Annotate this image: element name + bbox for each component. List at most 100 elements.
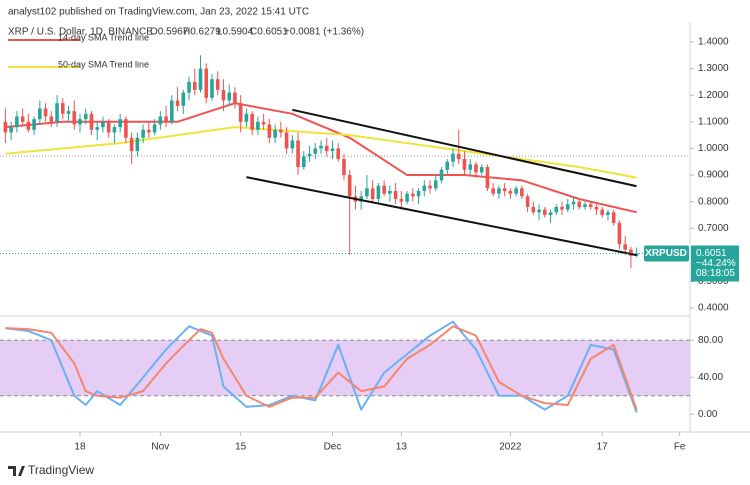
candle-body xyxy=(629,249,633,256)
candle-body xyxy=(565,204,570,210)
candle-body xyxy=(112,127,117,133)
legend-label: 14-day SMA Trend line xyxy=(58,32,149,42)
candle-body xyxy=(571,201,576,205)
candle-body xyxy=(296,140,300,168)
candle-body xyxy=(462,159,467,170)
candle-body xyxy=(273,129,277,138)
candle-body xyxy=(428,185,432,189)
candle-body xyxy=(26,121,31,130)
y-tick-label: 1.0000 xyxy=(698,143,729,154)
price-tag-price: 0.6051 xyxy=(696,248,727,259)
candle-body xyxy=(89,113,94,130)
candle-body xyxy=(66,111,71,114)
candle-body xyxy=(451,153,455,162)
candle-body xyxy=(560,206,564,210)
y-tick-label: 0.8000 xyxy=(698,196,729,207)
candle-body xyxy=(256,121,260,130)
x-tick-label: Nov xyxy=(151,442,169,453)
trend-line xyxy=(292,108,637,188)
x-tick-label: 18 xyxy=(74,442,86,453)
logo-icon xyxy=(8,466,25,476)
candle-body xyxy=(141,129,145,138)
candle-body xyxy=(101,121,105,128)
candle-body xyxy=(479,167,484,173)
candle-body xyxy=(399,198,404,202)
candle-body xyxy=(261,121,266,125)
candle-body xyxy=(215,79,220,90)
y-tick-label: 0.5000 xyxy=(698,276,729,287)
sma-line xyxy=(5,126,637,179)
candle-body xyxy=(124,119,128,138)
candle-body xyxy=(319,145,323,149)
candle-body xyxy=(623,244,627,250)
candle-body xyxy=(520,188,524,197)
candle-body xyxy=(347,175,352,197)
candle-body xyxy=(594,206,599,210)
candle-body xyxy=(525,196,530,207)
candle-body xyxy=(411,193,415,197)
candle-body xyxy=(192,81,197,90)
candle-body xyxy=(617,222,622,245)
candle-body xyxy=(78,119,82,125)
candle-body xyxy=(514,188,518,194)
candle-body xyxy=(583,204,587,207)
candle-body xyxy=(365,188,369,197)
ohlc-value: +0.0081 (+1.36%) xyxy=(284,27,364,38)
candle-body xyxy=(118,119,122,128)
candle-body xyxy=(129,137,134,152)
candle-body xyxy=(72,111,77,125)
y-tick-label: 1.1000 xyxy=(698,116,729,127)
candle-body xyxy=(388,190,392,194)
candle-body xyxy=(393,190,398,199)
candle-body xyxy=(284,132,289,149)
candle-body xyxy=(233,92,237,104)
candle-body xyxy=(55,103,59,122)
candle-body xyxy=(330,148,335,152)
price-tag-countdown: 08:18:05 xyxy=(696,268,735,279)
brand: TradingView xyxy=(28,463,94,477)
candle-body xyxy=(342,159,346,176)
y-tick-label: 1.2000 xyxy=(698,90,729,101)
y-tick-label: 0.7000 xyxy=(698,223,729,234)
candle-body xyxy=(187,81,191,93)
ohlc-value: O0.5967 xyxy=(150,27,189,38)
tradingview-logo: TradingView xyxy=(8,463,94,477)
candle-body xyxy=(210,79,214,98)
candle-body xyxy=(508,190,513,194)
candle-body xyxy=(204,68,209,98)
y-tick-label: 1.4000 xyxy=(698,37,729,48)
sma-line xyxy=(5,102,637,214)
candle-body xyxy=(95,127,100,130)
candle-body xyxy=(170,100,174,122)
candle-body xyxy=(554,206,559,213)
stoch-band xyxy=(0,340,690,396)
symbol-tag-text: XRPUSD xyxy=(645,248,687,259)
candle-body xyxy=(336,148,341,160)
candle-body xyxy=(324,145,329,152)
y-tick-label: 80.00 xyxy=(698,335,723,346)
candle-body xyxy=(405,193,409,202)
candle-body xyxy=(456,153,461,160)
candle-body xyxy=(221,89,226,101)
x-tick-label: Fe xyxy=(674,442,686,453)
candle-body xyxy=(376,185,381,199)
price-tag-change: −44.24% xyxy=(696,258,736,269)
candle-body xyxy=(531,206,536,213)
y-tick-label: 0.9000 xyxy=(698,170,729,181)
legend-label: 50-day SMA Trend line xyxy=(58,59,149,69)
candle-body xyxy=(422,185,427,191)
candle-body xyxy=(227,92,231,101)
candle-body xyxy=(445,161,450,170)
trend-line xyxy=(246,176,637,257)
candle-body xyxy=(181,92,186,106)
x-tick-label: 13 xyxy=(396,442,408,453)
candle-body xyxy=(15,116,19,128)
candle-body xyxy=(135,137,140,152)
candle-body xyxy=(290,140,295,149)
x-tick-label: 15 xyxy=(235,442,247,453)
candle-body xyxy=(606,212,610,215)
candle-body xyxy=(588,204,593,207)
candle-body xyxy=(359,196,363,202)
candle-body xyxy=(497,188,501,194)
